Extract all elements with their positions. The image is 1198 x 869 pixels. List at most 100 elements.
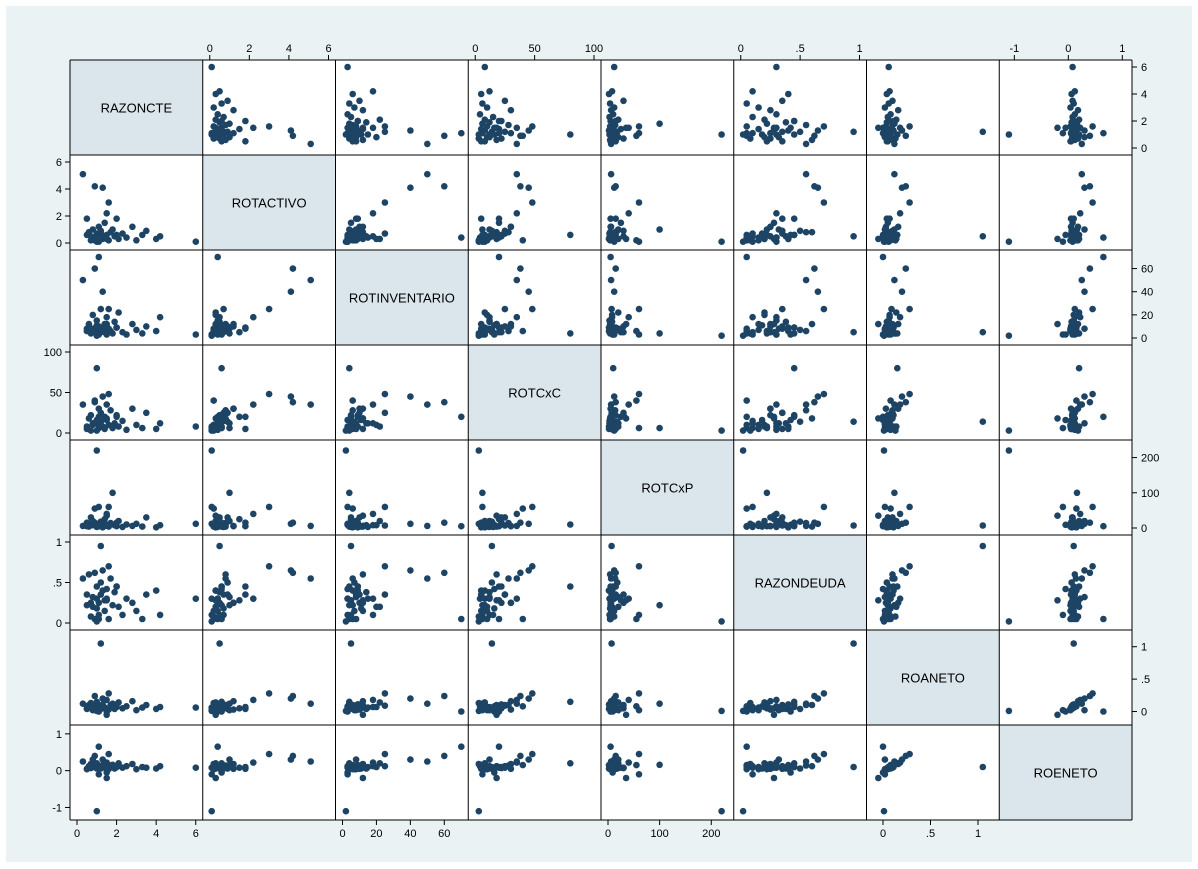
data-point-roaneto-vs-razondeuda (890, 583, 897, 590)
x-tick-label: 0 (880, 828, 886, 840)
data-point-razondeuda-vs-rotinventario (802, 327, 810, 335)
data-point-roaneto-vs-rotcxc (894, 405, 902, 413)
data-point-rotcxc-vs-rotactivo (517, 183, 524, 190)
data-point-razondeuda-vs-razoncte (790, 117, 798, 125)
data-point-rotinventario-vs-razondeuda (347, 542, 355, 550)
data-point-roaneto-vs-rotcxc (906, 390, 913, 398)
x-tick-label: 60 (438, 828, 450, 840)
data-point-rotactivo-vs-roeneto (210, 760, 217, 768)
data-point-roeneto-vs-rotcxc (1100, 413, 1107, 421)
data-point-roeneto-vs-razondeuda (1081, 593, 1088, 601)
data-point-roaneto-vs-rotcxp (906, 503, 913, 511)
data-point-rotinventario-vs-razoncte (376, 116, 384, 123)
x-tick-label: 40 (404, 828, 416, 840)
data-point-razoncte-vs-razondeuda (156, 611, 164, 619)
data-point-razoncte-vs-roaneto (97, 640, 105, 647)
data-point-razondeuda-vs-rotcxc (779, 425, 786, 433)
data-point-roeneto-vs-rotcxc (1067, 423, 1074, 430)
data-point-rotcxp-vs-rotactivo (635, 199, 643, 206)
data-point-rotinventario-vs-razoncte (349, 138, 357, 145)
data-point-roeneto-vs-rotinventario (1081, 288, 1088, 296)
data-point-rotcxp-vs-razoncte (606, 100, 614, 107)
data-point-razoncte-vs-rotactivo (192, 238, 200, 245)
data-point-rotinventario-vs-roeneto (407, 756, 414, 763)
data-point-roeneto-vs-rotcxc (1062, 416, 1069, 424)
y-tick-label: 6 (1141, 62, 1147, 74)
data-point-roeneto-vs-razoncte (1074, 135, 1082, 142)
data-point-razondeuda-vs-rotcxp (850, 522, 857, 529)
data-point-roaneto-vs-rotinventario (888, 305, 895, 313)
data-point-rotactivo-vs-roaneto (216, 640, 223, 647)
data-point-rotinventario-vs-rotactivo (369, 233, 377, 240)
data-point-razondeuda-vs-roeneto (743, 743, 750, 750)
data-point-rotinventario-vs-rotactivo (381, 199, 389, 206)
data-point-roaneto-vs-razondeuda (879, 615, 887, 623)
data-point-rotactivo-vs-rotcxc (218, 423, 225, 430)
data-point-rotcxc-vs-roeneto (475, 760, 483, 768)
y-tick-label: 0 (56, 618, 62, 630)
data-point-razoncte-vs-rotactivo (123, 234, 130, 241)
data-point-roeneto-vs-razoncte (1069, 97, 1076, 105)
data-point-rotcxp-vs-razoncte (606, 131, 614, 138)
data-point-roeneto-vs-razoncte (1100, 129, 1107, 137)
data-point-rotcxc-vs-razondeuda (498, 583, 505, 590)
data-point-roaneto-vs-razondeuda (875, 597, 882, 604)
data-point-rotcxc-vs-razoncte (491, 131, 498, 138)
data-point-rotcxp-vs-rotcxc (656, 424, 663, 432)
y-tick-label: 4 (56, 184, 62, 196)
data-point-roeneto-vs-razondeuda (1078, 575, 1086, 582)
data-point-rotcxp-vs-rotactivo (635, 238, 643, 245)
data-point-razoncte-vs-rotcxc (107, 407, 114, 414)
data-point-rotcxc-vs-rotactivo (519, 237, 527, 244)
data-point-rotcxp-vs-razoncte (612, 117, 619, 125)
data-point-rotcxp-vs-rotactivo (617, 219, 625, 227)
data-point-rotactivo-vs-roeneto (236, 764, 243, 771)
x-tick-label: 0 (472, 43, 478, 55)
data-point-razoncte-vs-rotinventario (113, 324, 120, 331)
variable-label-razondeuda: RAZONDEUDA (755, 576, 846, 591)
data-point-roaneto-vs-rotinventario (896, 313, 904, 321)
data-point-rotactivo-vs-rotinventario (210, 330, 217, 337)
data-point-roaneto-vs-rotcxp (887, 505, 894, 512)
data-point-rotinventario-vs-rotcxc (349, 397, 357, 404)
data-point-razondeuda-vs-razoncte (790, 131, 798, 138)
data-point-rotcxc-vs-rotinventario (517, 265, 524, 272)
data-point-rotcxc-vs-rotinventario (525, 288, 532, 296)
data-point-razondeuda-vs-rotactivo (808, 228, 816, 236)
data-point-razondeuda-vs-rotinventario (785, 327, 792, 335)
data-point-razondeuda-vs-roeneto (796, 765, 804, 772)
data-point-razondeuda-vs-roeneto (763, 765, 771, 773)
data-point-rotinventario-vs-rotactivo (369, 210, 377, 217)
data-point-rotcxp-vs-razoncte (718, 131, 725, 138)
data-point-razoncte-vs-roeneto (129, 760, 136, 768)
data-point-razoncte-vs-rotinventario (123, 331, 130, 338)
data-point-razondeuda-vs-rotactivo (763, 231, 771, 239)
x-tick-label: 4 (286, 43, 292, 55)
data-point-razoncte-vs-rotinventario (109, 330, 116, 337)
x-tick-label: 100 (585, 43, 603, 55)
data-point-razoncte-vs-rotcxp (109, 489, 116, 497)
data-point-razoncte-vs-razondeuda (107, 575, 114, 582)
data-point-rotactivo-vs-rotinventario (220, 305, 227, 313)
data-point-rotactivo-vs-razoncte (242, 117, 249, 125)
data-point-rotinventario-vs-razoncte (354, 117, 362, 125)
data-point-rotinventario-vs-roeneto (352, 756, 360, 763)
data-point-roaneto-vs-razoncte (892, 135, 899, 142)
data-point-roaneto-vs-rotinventario (891, 276, 898, 284)
data-point-rotcxp-vs-rotactivo (612, 215, 619, 222)
data-point-roaneto-vs-rotcxc (882, 405, 890, 413)
data-point-rotcxc-vs-roaneto (488, 640, 496, 647)
data-point-rotcxc-vs-rotinventario (481, 309, 489, 316)
data-point-rotcxp-vs-roaneto (612, 692, 619, 700)
data-point-rotcxp-vs-rotcxc (633, 397, 640, 404)
data-point-roeneto-vs-rotinventario (1074, 330, 1082, 337)
data-point-rotinventario-vs-razondeuda (359, 571, 367, 578)
data-point-razondeuda-vs-razoncte (775, 133, 783, 141)
data-point-roaneto-vs-razondeuda (902, 569, 910, 577)
data-point-rotactivo-vs-roaneto (230, 697, 237, 705)
data-point-razoncte-vs-rotinventario (91, 265, 99, 272)
data-point-roeneto-vs-rotcxp (1005, 447, 1013, 454)
data-point-rotcxp-vs-rotcxc (620, 409, 627, 417)
data-point-roaneto-vs-rotinventario (892, 330, 899, 337)
data-point-rotinventario-vs-rotcxp (369, 510, 377, 518)
